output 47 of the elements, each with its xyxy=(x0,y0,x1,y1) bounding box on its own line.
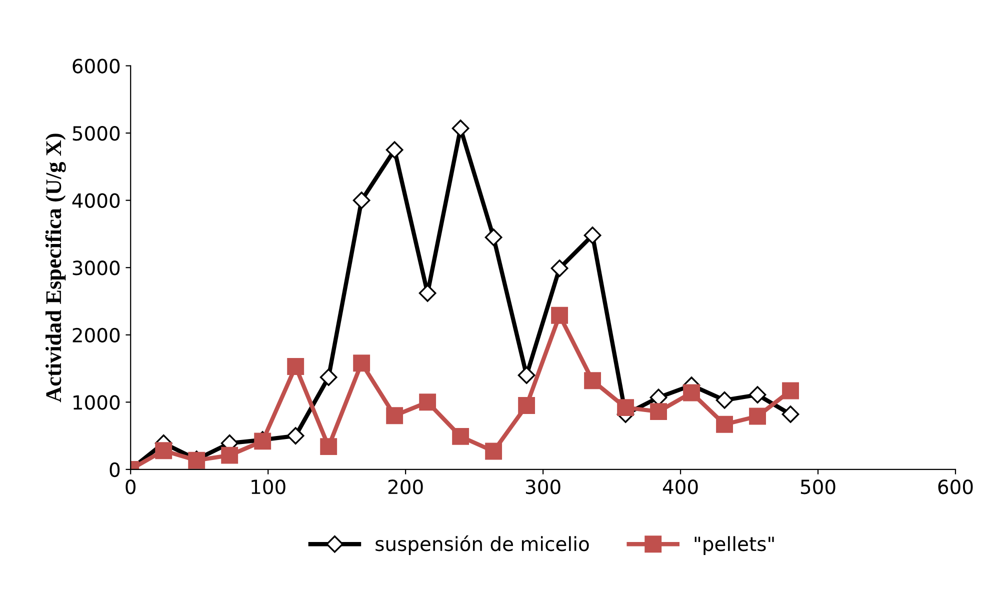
point xyxy=(617,399,634,416)
x-tick-label: 200 xyxy=(388,479,423,494)
y-tick-label: 1000 xyxy=(74,395,120,410)
point xyxy=(287,358,304,375)
x-tick-label: 400 xyxy=(662,479,698,494)
x-tick-label: 600 xyxy=(938,479,973,494)
y-tick-label: 0 xyxy=(110,462,120,478)
y-axis-title: Actividad Especifica (U/g X) xyxy=(45,134,66,402)
point xyxy=(782,382,799,400)
point xyxy=(584,372,602,390)
x-tick-label: 0 xyxy=(126,479,136,494)
point xyxy=(484,228,502,246)
point xyxy=(683,384,700,402)
point xyxy=(286,427,304,444)
point xyxy=(782,406,800,423)
point xyxy=(386,141,404,159)
point xyxy=(518,397,536,414)
point xyxy=(221,446,238,464)
y-tick-label: 6000 xyxy=(72,58,120,74)
y-tick-label: 4000 xyxy=(72,193,120,208)
point xyxy=(485,442,502,460)
x-tick-label: 500 xyxy=(800,479,836,494)
point xyxy=(650,403,668,420)
y-tick-label: 3000 xyxy=(72,260,120,276)
point xyxy=(353,354,370,372)
point xyxy=(452,120,470,138)
point xyxy=(155,442,172,460)
point xyxy=(320,438,338,456)
point xyxy=(749,408,766,425)
point xyxy=(419,394,436,411)
point xyxy=(716,391,734,409)
x-tick-label: 300 xyxy=(526,479,560,494)
point xyxy=(584,226,602,244)
y-tick-label: 2000 xyxy=(72,328,120,343)
point xyxy=(352,192,370,210)
legend-label: "pellets" xyxy=(694,536,774,555)
point xyxy=(452,428,470,445)
y-tick-label: 5000 xyxy=(72,126,120,141)
point xyxy=(320,368,338,386)
point xyxy=(386,407,404,424)
point xyxy=(716,416,733,433)
x-tick-label: 100 xyxy=(252,479,286,494)
point xyxy=(551,306,568,324)
legend-label: suspensión de micelio xyxy=(376,535,589,555)
point xyxy=(748,386,766,404)
point xyxy=(518,366,536,384)
point xyxy=(550,260,568,277)
